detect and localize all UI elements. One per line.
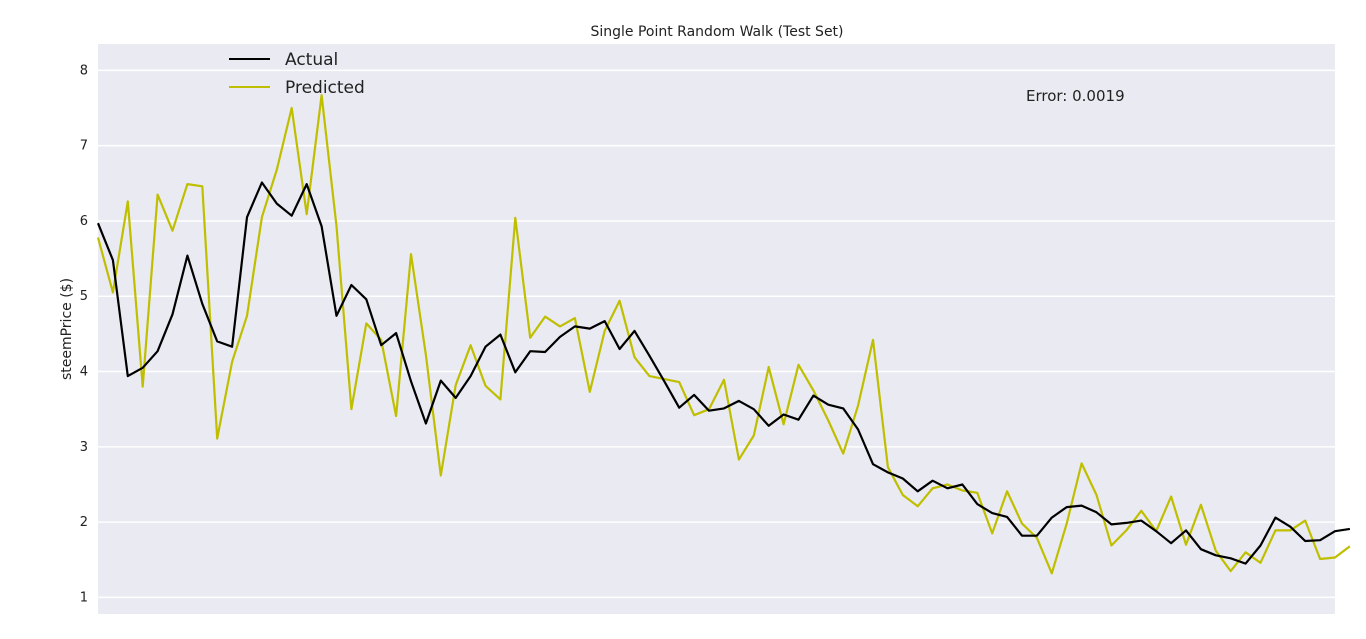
y-tick-label: 4 bbox=[80, 365, 88, 380]
series-line-actual bbox=[96, 181, 1351, 565]
y-tick-label: 5 bbox=[80, 289, 88, 304]
y-tick-label: 6 bbox=[80, 214, 88, 229]
y-axis-label: steemPrice ($) bbox=[59, 278, 75, 380]
series-line-predicted bbox=[96, 94, 1351, 575]
chart-title: Single Point Random Walk (Test Set) bbox=[590, 24, 843, 40]
y-tick-label: 1 bbox=[80, 590, 88, 605]
gridlines bbox=[98, 69, 1335, 599]
series-lines bbox=[96, 94, 1351, 575]
y-tick-labels: 1 2 3 4 5 6 7 8 bbox=[80, 63, 88, 605]
legend-label-actual: Actual bbox=[285, 50, 338, 70]
y-tick-label: 7 bbox=[80, 139, 88, 154]
legend-label-predicted: Predicted bbox=[285, 78, 365, 98]
plot-area bbox=[98, 44, 1335, 614]
legend: Actual Predicted bbox=[229, 50, 365, 98]
error-annotation: Error: 0.0019 bbox=[1026, 87, 1125, 105]
y-tick-label: 3 bbox=[80, 440, 88, 455]
y-tick-label: 8 bbox=[80, 63, 88, 78]
y-tick-label: 2 bbox=[80, 515, 88, 530]
